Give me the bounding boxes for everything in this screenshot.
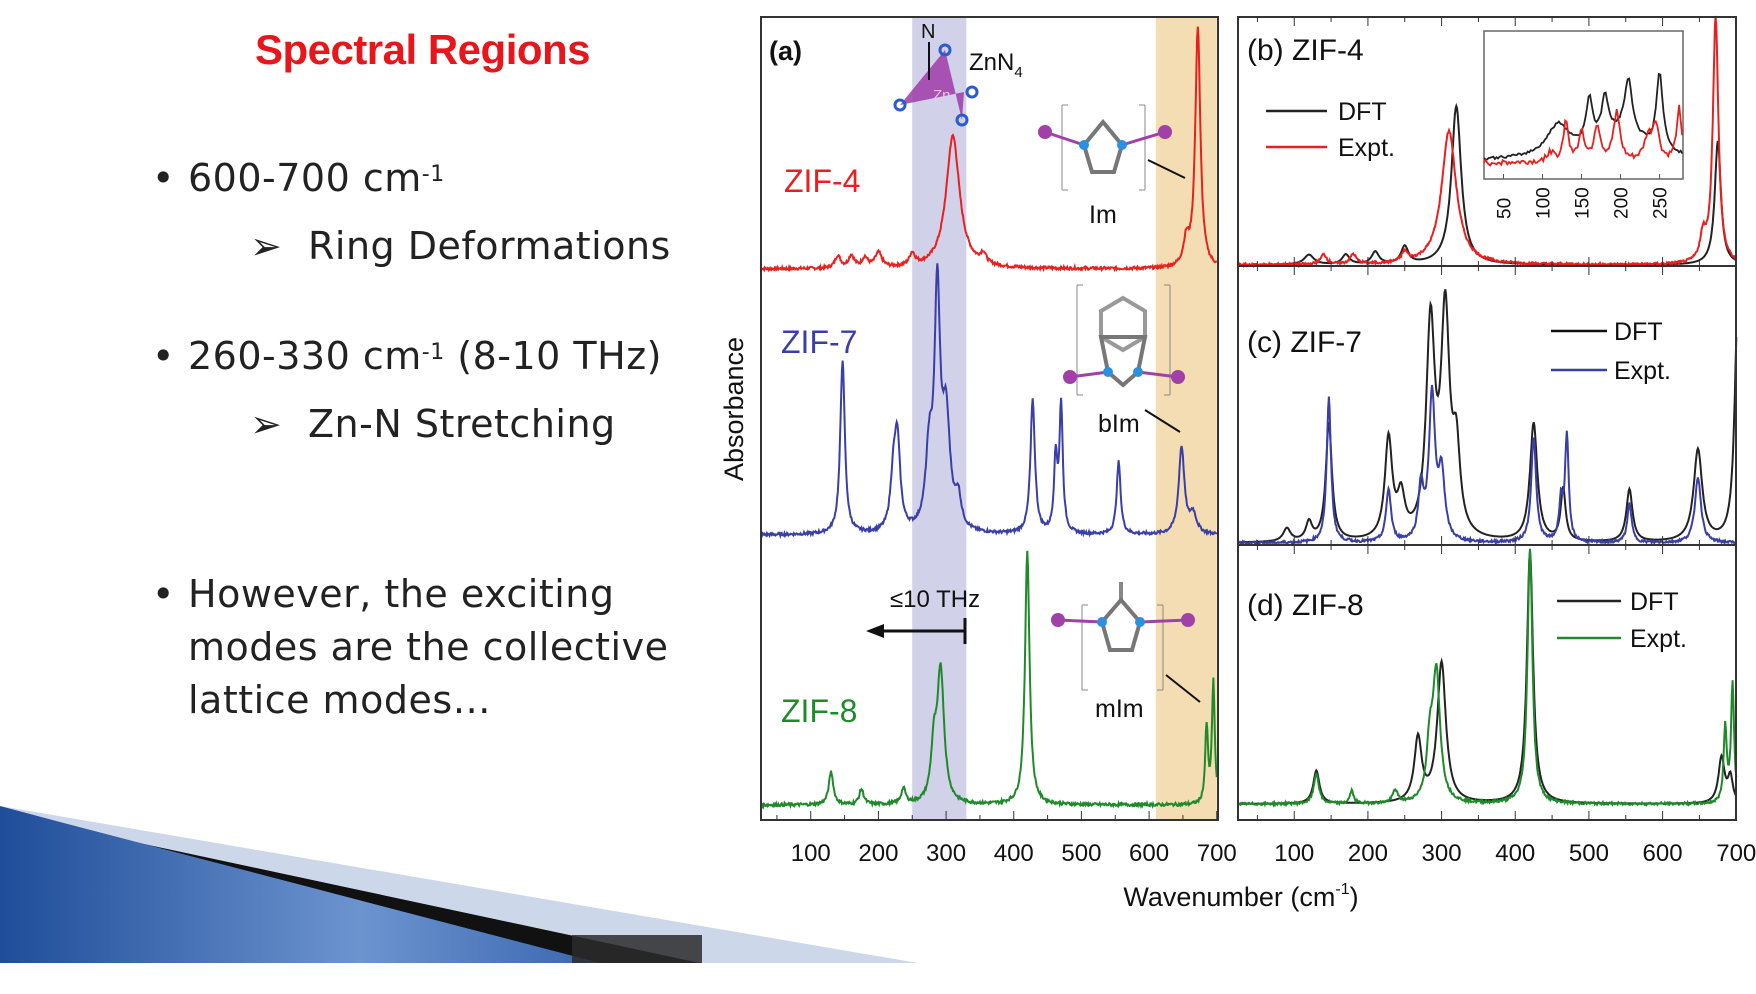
- legend-c: DFT Expt.: [1551, 318, 1671, 385]
- slide-title: Spectral Regions: [254, 26, 591, 73]
- inset-tick-label: 150: [1573, 187, 1594, 219]
- thz-label: ≤10 THz: [890, 586, 980, 613]
- svg-text:Expt.: Expt.: [1338, 134, 1395, 162]
- highlight-band-ring: [1155, 17, 1217, 820]
- bullet-line: However, the exciting: [188, 572, 615, 616]
- svg-text:Expt.: Expt.: [1614, 357, 1671, 385]
- x-tick-label: 100: [791, 840, 831, 867]
- arrow-bullet-icon: ➢: [250, 224, 283, 268]
- x-tick-label: 700: [1197, 840, 1237, 867]
- panel-b-label: (b) ZIF-4: [1247, 34, 1364, 67]
- bim-label: bIm: [1098, 410, 1140, 438]
- inset-tick-label: 100: [1534, 187, 1555, 219]
- blue-wedge: [0, 806, 600, 963]
- bullet-tail: (8-10 THz): [444, 334, 662, 378]
- x-tick-label: 600: [1129, 840, 1169, 867]
- bullet-line: lattice modes…: [188, 678, 492, 722]
- dark-swoosh: [60, 826, 700, 963]
- x-tick-label: 200: [858, 840, 898, 867]
- zn-label: Zn: [933, 87, 951, 104]
- sub-bullet-text: Zn-N Stretching: [308, 402, 616, 446]
- n-label: N: [921, 21, 935, 43]
- svg-text:DFT: DFT: [1630, 588, 1679, 616]
- inset-tick-label: 200: [1612, 187, 1633, 219]
- im-label: Im: [1089, 201, 1117, 229]
- benzimidazole-molecule-icon: [1063, 284, 1185, 433]
- y-axis-label: Absorbance: [719, 337, 749, 481]
- svg-text:DFT: DFT: [1338, 98, 1387, 126]
- sub-bullet-text: Ring Deformations: [308, 224, 671, 268]
- arrow-bullet-icon: ➢: [250, 402, 283, 446]
- legend-b: DFT Expt.: [1266, 98, 1395, 162]
- x-tick-label: 500: [1569, 840, 1609, 867]
- panel-a-label: (a): [769, 36, 802, 66]
- bullet-1: • 600-700 cm-1: [152, 152, 445, 205]
- mim-label: mIm: [1095, 695, 1144, 723]
- x-tick-label: 400: [994, 840, 1034, 867]
- imidazole-molecule-icon: [1038, 104, 1186, 191]
- left-arrow-icon: [866, 618, 967, 644]
- legend-d: DFT Expt.: [1557, 588, 1687, 653]
- x-tick-label: 600: [1643, 840, 1683, 867]
- svg-text:Expt.: Expt.: [1630, 625, 1687, 653]
- svg-text:DFT: DFT: [1614, 318, 1663, 346]
- x-tick-label: 200: [1348, 840, 1388, 867]
- panel-d-label: (d) ZIF-8: [1247, 589, 1364, 622]
- series-label-zif7: ZIF-7: [781, 324, 857, 360]
- sub-bullet-2: ➢ Zn-N Stretching: [250, 398, 616, 451]
- expt-spectrum-zif-7: [1238, 384, 1737, 547]
- spectrum-zif-4: [759, 26, 1218, 273]
- superscript: -1: [421, 162, 445, 187]
- spectrum-zif-7: [759, 263, 1218, 540]
- bullet-2: • 260-330 cm-1 (8-10 THz): [152, 330, 662, 383]
- panel-frame-d: [1237, 544, 1737, 821]
- dark-bar: [572, 935, 702, 963]
- bullet-dot: •: [152, 156, 175, 200]
- bullet-dot: •: [152, 334, 175, 378]
- series-label-zif8: ZIF-8: [781, 693, 857, 729]
- bullet-text: 260-330 cm: [188, 334, 422, 378]
- panel-c-label: (c) ZIF-7: [1247, 326, 1362, 359]
- bullet-dot: •: [152, 572, 175, 616]
- x-tick-label: 300: [1422, 840, 1462, 867]
- dft-spectrum-zif-7: [1239, 289, 1738, 544]
- bullet-text: 600-700 cm: [188, 156, 422, 200]
- inset-frame: [1483, 30, 1684, 180]
- znn4-label: ZnN4: [969, 49, 1023, 81]
- expt-spectrum-zif-8: [1238, 548, 1738, 808]
- x-tick-label: 400: [1495, 840, 1535, 867]
- highlight-band-zn-n: [912, 17, 967, 820]
- inset-tick-label: 250: [1651, 187, 1672, 219]
- bullet-line: modes are the collective: [188, 625, 669, 669]
- panel-frame-a: [760, 16, 1219, 821]
- superscript: -1: [421, 340, 445, 365]
- expt-spectrum-zif-4: [1238, 15, 1737, 269]
- bullet-3: • However, the exciting modes are the coll…: [152, 568, 669, 727]
- methylimidazole-molecule-icon: [1051, 582, 1201, 703]
- x-tick-label: 500: [1061, 840, 1101, 867]
- x-tick-label: 700: [1716, 840, 1756, 867]
- zn-tetrahedron-icon: Zn: [893, 42, 979, 127]
- inset-tick-label: 50: [1495, 198, 1516, 219]
- panel-frame-c: [1237, 265, 1737, 546]
- x-axis-label: Wavenumber (cm-1): [1123, 881, 1358, 912]
- x-tick-label: 300: [926, 840, 966, 867]
- x-tick-label: 100: [1274, 840, 1314, 867]
- spectrum-zif-8: [759, 550, 1218, 811]
- series-label-zif4: ZIF-4: [784, 163, 860, 199]
- inset-expt-spectrum: [1483, 104, 1684, 167]
- inset-dft-spectrum: [1483, 72, 1683, 161]
- sub-bullet-1: ➢ Ring Deformations: [250, 220, 671, 273]
